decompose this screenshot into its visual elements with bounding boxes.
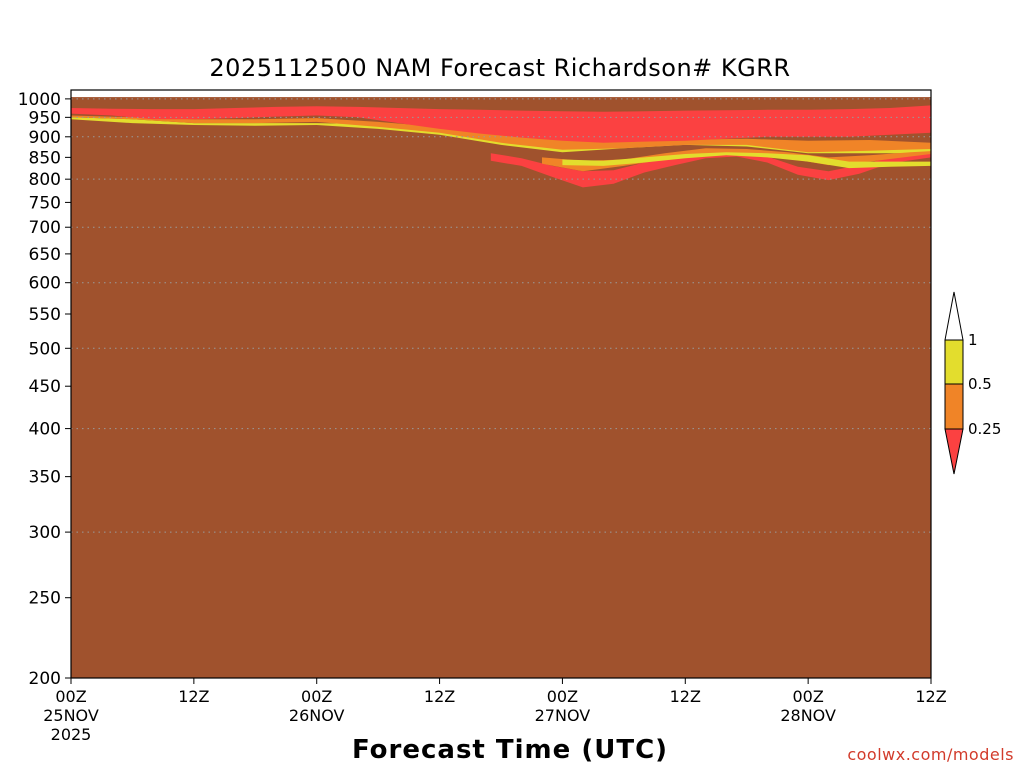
heatmap-layer	[71, 97, 931, 679]
y-tick-label: 800	[29, 170, 61, 190]
colorbar-label: 0.25	[968, 420, 1001, 438]
y-tick-label: 1000	[18, 90, 61, 110]
ri-band-red	[71, 105, 931, 143]
y-tick-label: 850	[29, 148, 61, 168]
y-tick-label: 750	[29, 193, 61, 213]
ground-layer	[71, 97, 931, 679]
y-tick-label: 450	[29, 377, 61, 397]
x-tick-label: 00Z	[792, 687, 823, 706]
y-tick-label: 500	[29, 339, 61, 359]
y-tick-label: 600	[29, 274, 61, 294]
y-tick-label: 400	[29, 420, 61, 440]
x-tick-label: 27NOV	[535, 706, 591, 725]
x-tick-label: 12Z	[915, 687, 946, 706]
y-tick-label: 200	[29, 669, 61, 689]
gridlines	[71, 98, 931, 533]
chart-title: 2025112500 NAM Forecast Richardson# KGRR	[209, 54, 790, 82]
x-tick-label: 12Z	[178, 687, 209, 706]
x-tick-label: 00Z	[55, 687, 86, 706]
colorbar-bin	[944, 291, 964, 341]
ri-band-yellow	[562, 152, 931, 169]
y-tick-label: 700	[29, 218, 61, 238]
site-credit-link[interactable]: coolwx.com/models	[847, 745, 1014, 764]
x-tick-label: 00Z	[547, 687, 578, 706]
x-tick-label: 00Z	[301, 687, 332, 706]
colorbar-legend: 1 0.5 0.25	[944, 291, 1001, 475]
x-tick-label: 28NOV	[780, 706, 836, 725]
y-tick-label: 900	[29, 128, 61, 148]
y-axis: 200 250 300 350 400 450 500 550 600 650 700 750 8008…	[18, 90, 71, 689]
plot-frame	[70, 89, 932, 679]
y-tick-label: 950	[29, 108, 61, 128]
y-tick-label: 300	[29, 523, 61, 543]
x-tick-label: 26NOV	[289, 706, 345, 725]
x-tick-label: 12Z	[424, 687, 455, 706]
y-tick-label: 250	[29, 589, 61, 609]
y-tick-label: 350	[29, 468, 61, 488]
ri-band-red	[490, 152, 931, 188]
x-tick-label: 25NOV	[43, 706, 99, 725]
colorbar-label: 0.5	[968, 375, 992, 393]
colorbar-bin	[944, 339, 964, 385]
x-axis-label: Forecast Time (UTC)	[352, 735, 668, 765]
colorbar-bin	[944, 383, 964, 430]
colorbar-bin	[944, 428, 964, 475]
x-tick-label: 12Z	[670, 687, 701, 706]
colorbar-label: 1	[968, 331, 978, 349]
x-tick-label: 2025	[51, 725, 92, 744]
y-tick-label: 550	[29, 305, 61, 325]
y-tick-label: 650	[29, 245, 61, 265]
